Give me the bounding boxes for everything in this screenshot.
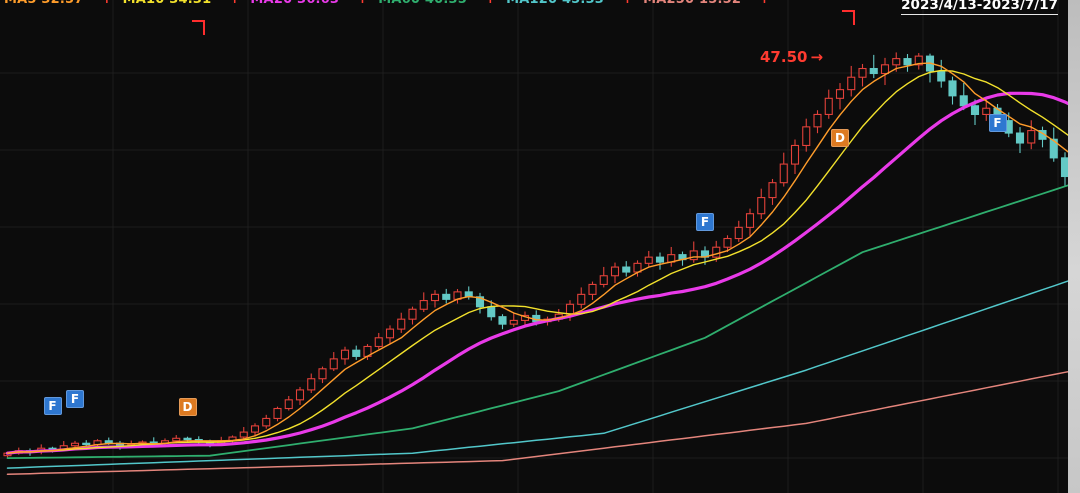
candle-body: [610, 266, 620, 277]
up-arrow-icon: ↑: [485, 0, 496, 7]
ma-legend-item-ma5: MA5 32.57: [4, 0, 84, 7]
red-corner-mark-icon: [192, 20, 205, 35]
signal-badge-f[interactable]: F: [66, 389, 84, 408]
ma-line-ma60: [6, 181, 1078, 459]
up-arrow-icon: ↑: [357, 0, 368, 7]
candle-body: [577, 293, 586, 305]
ma-legend-item-ma60: MA60 40.35: [378, 0, 467, 7]
candle-body: [768, 182, 777, 199]
candle-body: [1049, 138, 1058, 159]
candle-body: [970, 105, 980, 115]
candle-body: [835, 89, 845, 99]
candle-body: [588, 283, 597, 295]
candle-body: [408, 308, 417, 320]
signal-badge-d[interactable]: D: [178, 398, 197, 417]
ma-legend-item-ma120: MA120 45.33: [506, 0, 604, 7]
candle-body: [82, 442, 91, 446]
candle-body: [284, 399, 293, 410]
candle-body: [779, 163, 788, 184]
red-corner-mark-icon: [842, 10, 855, 25]
right-arrow-icon: →: [810, 48, 824, 66]
candle-body: [273, 407, 282, 419]
candle-body: [937, 70, 946, 82]
ma-line-ma250: [6, 369, 1078, 476]
candle-body: [318, 368, 327, 380]
candle-body: [262, 417, 271, 427]
candle-body: [239, 431, 248, 438]
candle-body: [1015, 132, 1025, 144]
candle-body: [734, 226, 743, 240]
candle-body: [903, 58, 912, 66]
candle-body: [959, 95, 968, 107]
candle-body: [858, 67, 867, 78]
price-annotation: 47.50 →: [760, 48, 823, 66]
candle-body: [655, 256, 665, 263]
candle-body: [914, 55, 923, 66]
candle-body: [419, 300, 428, 310]
candle-body: [948, 80, 957, 97]
ma-legend: MA5 32.57 ↑ MA10 34.31 ↑ MA20 36.63 ↑ MA60 40.…: [4, 0, 780, 7]
candle-body: [982, 107, 991, 115]
candle-body: [757, 197, 766, 215]
candle-body: [374, 337, 383, 348]
up-arrow-icon: ↑: [102, 0, 113, 7]
candle-body: [565, 303, 575, 315]
candle-body: [802, 126, 811, 147]
candle-body: [644, 256, 653, 264]
signal-badge-d[interactable]: D: [831, 129, 849, 148]
candle-body: [172, 437, 181, 442]
window-edge-strip: [1068, 0, 1080, 493]
candle-body: [790, 144, 800, 165]
candle-body: [622, 266, 631, 273]
candle-body: [487, 306, 496, 318]
candle-body: [869, 67, 878, 75]
ma-line-ma5: [6, 62, 1077, 454]
date-range-label[interactable]: 2023/4/13-2023/7/17: [901, 0, 1058, 15]
candle-body: [892, 58, 901, 66]
candle-body: [745, 213, 755, 228]
ma-legend-item-ma20: MA20 36.63: [250, 0, 339, 7]
candle-body: [307, 378, 316, 391]
up-arrow-icon: ↑: [622, 0, 633, 7]
ma-legend-item-ma250: MA250 15.52: [643, 0, 741, 7]
candle-body: [442, 293, 451, 300]
candle-body: [599, 275, 608, 285]
candle-body: [430, 293, 440, 302]
ma-line-ma20: [5, 91, 1078, 455]
candle-body: [1027, 130, 1036, 144]
candle-body: [813, 113, 822, 128]
candle-body: [712, 246, 721, 258]
candle-body: [847, 76, 856, 91]
up-arrow-icon: ↑: [229, 0, 240, 7]
candle-body: [498, 316, 507, 325]
candle-body: [723, 237, 732, 248]
ma-line-ma10: [6, 69, 1077, 454]
candle-body: [352, 349, 361, 357]
signal-badge-f[interactable]: F: [988, 114, 1007, 133]
ma-line-ma120: [6, 277, 1078, 469]
signal-badge-f[interactable]: F: [696, 213, 714, 232]
candle-body: [250, 425, 260, 433]
signal-badge-f[interactable]: F: [43, 397, 62, 416]
candle-body: [183, 437, 192, 441]
candle-body: [70, 442, 80, 447]
candle-body: [824, 97, 833, 115]
candle-body: [385, 328, 395, 339]
candle-body: [880, 64, 890, 75]
candle-body: [475, 296, 485, 308]
candle-body: [329, 358, 338, 370]
up-arrow-icon: ↑: [759, 0, 770, 7]
candle-body: [340, 349, 350, 360]
candle-body: [509, 319, 518, 325]
candle-body: [397, 318, 406, 330]
candle-body: [689, 250, 698, 261]
annotation-price-text: 47.50: [760, 48, 808, 66]
ma-legend-item-ma10: MA10 34.31: [123, 0, 212, 7]
candle-body: [295, 389, 305, 401]
